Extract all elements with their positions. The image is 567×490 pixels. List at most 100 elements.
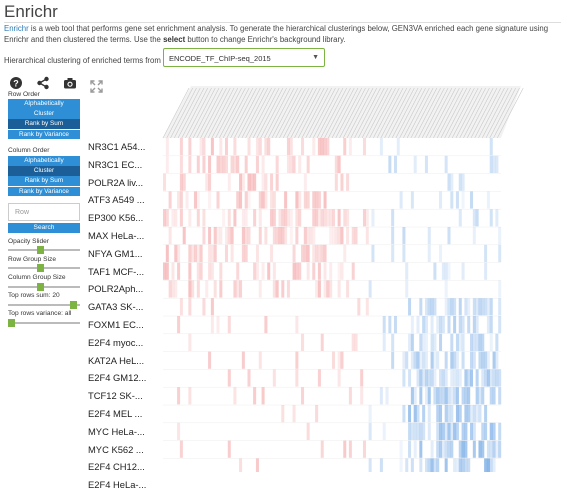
column-order-rank-by-variance-button[interactable]: Rank by Variance	[8, 186, 80, 197]
heatmap-cell	[233, 209, 237, 227]
row-label[interactable]: E2F4 MEL ...	[88, 408, 143, 419]
heatmap-cell	[458, 298, 462, 316]
heatmap-cell	[410, 387, 414, 405]
row-label[interactable]: E2F4 myoc...	[88, 336, 144, 348]
heatmap-cell	[399, 191, 403, 209]
row-label[interactable]: ATF3 A549 ...	[88, 194, 145, 206]
heatmap-cell	[317, 244, 321, 262]
row-label[interactable]: EP300 K56...	[88, 212, 144, 224]
opacity-slider[interactable]	[8, 246, 80, 254]
slider-thumb[interactable]	[37, 283, 45, 291]
row-label[interactable]: NR3C1 A54...	[88, 141, 146, 152]
row-label[interactable]: KAT2A HeL...	[88, 354, 145, 366]
row-label[interactable]: MYC K562 ...	[88, 443, 144, 455]
row-label[interactable]: POLR2Aph...	[88, 283, 144, 295]
heatmap-cell	[475, 209, 479, 227]
heatmap-cell	[348, 387, 352, 405]
heatmap-cell	[495, 351, 499, 369]
heatmap-cell	[424, 316, 428, 334]
expand-icon[interactable]	[90, 80, 103, 93]
heatmap-cell	[433, 298, 437, 316]
heatmap-cell	[433, 369, 437, 387]
row-order-rank-by-variance-button[interactable]: Rank by Variance	[8, 129, 80, 140]
column-label-tick	[271, 87, 299, 139]
heatmap-cell	[475, 298, 479, 316]
slider-thumb[interactable]	[69, 301, 77, 309]
heatmap-cell	[179, 155, 183, 173]
camera-icon[interactable]	[63, 76, 77, 90]
row-group-size-slider[interactable]	[8, 264, 80, 272]
heatmap-cell	[317, 191, 321, 209]
heatmap-cell	[484, 262, 488, 280]
heatmap-cell	[478, 440, 482, 458]
heatmap-cell	[202, 209, 206, 227]
row-label[interactable]: POLR2A liv...	[88, 176, 144, 188]
column-label-tick	[170, 87, 197, 139]
row-label[interactable]: E2F4 HeLa-...	[88, 479, 147, 490]
heatmap-cell	[284, 227, 288, 245]
heatmap-cell	[489, 155, 493, 173]
row-label[interactable]: E2F4 CH12...	[88, 461, 145, 473]
heatmap-cell	[481, 422, 485, 440]
heatmap-cell	[193, 191, 197, 209]
app-title: Enrichr	[4, 2, 58, 21]
row-label[interactable]: NR3C1 EC...	[88, 158, 143, 170]
column-label-tick	[448, 87, 475, 139]
heatmap-cell	[408, 422, 412, 440]
row-search-input[interactable]: Row	[8, 203, 80, 221]
help-icon[interactable]: ?	[9, 76, 23, 90]
share-icon[interactable]	[36, 76, 50, 90]
heatmap-cell	[244, 155, 248, 173]
heatmap-cell	[258, 227, 262, 245]
row-order-rank-by-sum-button[interactable]: Rank by Sum	[8, 119, 80, 129]
heatmap-cell	[444, 280, 448, 298]
column-order-alphabetically-button[interactable]: Alphabetically	[8, 156, 80, 166]
heatmap-cell	[458, 209, 462, 227]
heatmap-cell	[458, 458, 462, 472]
heatmap-cell	[261, 387, 265, 405]
column-group-size-slider[interactable]	[8, 283, 80, 291]
heatmap-cell	[439, 405, 443, 423]
row-label[interactable]: TAF1 MCF-...	[88, 265, 145, 277]
row-label[interactable]: E2F4 GM12...	[88, 372, 147, 384]
library-select[interactable]: ENCODE_TF_ChIP-seq_2015 ▼	[163, 48, 325, 67]
search-button[interactable]: Search	[8, 223, 80, 233]
heatmap-cell	[334, 227, 338, 245]
column-order-cluster-button[interactable]: Cluster	[8, 166, 80, 176]
heatmap-cell	[385, 387, 389, 405]
column-order-rank-by-sum-button[interactable]: Rank by Sum	[8, 176, 80, 186]
heatmap-cell	[408, 405, 412, 423]
heatmap-cell	[239, 280, 243, 298]
heatmap-cell	[337, 262, 341, 280]
slider-thumb[interactable]	[37, 246, 45, 254]
heatmap-cell	[444, 458, 448, 472]
row-label[interactable]: MAX HeLa-...	[88, 230, 145, 241]
row-order-cluster-button[interactable]: Cluster	[8, 109, 80, 119]
heatmap-cell	[405, 458, 409, 472]
heatmap-cell	[419, 387, 423, 405]
heatmap-cell	[177, 387, 181, 405]
row-label[interactable]: FOXM1 EC...	[88, 319, 144, 330]
top-rows-variance-slider[interactable]	[8, 319, 80, 327]
heatmap-cell	[351, 227, 355, 245]
column-label-tick	[358, 87, 385, 139]
heatmap-cell	[301, 138, 305, 156]
heatmap-cell	[312, 209, 316, 227]
heatmap-cell	[472, 209, 476, 227]
heatmap-cell	[464, 387, 468, 405]
heatmap-cell	[441, 422, 445, 440]
row-label[interactable]: NFYA GM1...	[88, 247, 143, 259]
heatmap-cell	[455, 191, 459, 209]
row-label[interactable]: TCF12 SK-...	[88, 390, 143, 402]
heatmap-cell	[458, 333, 462, 351]
row-label[interactable]: MYC HeLa-...	[88, 425, 145, 437]
row-order-alphabetically-button[interactable]: Alphabetically	[8, 99, 80, 109]
heatmap-cell	[255, 244, 259, 262]
heatmap-cell	[219, 262, 223, 280]
slider-thumb[interactable]	[37, 264, 45, 272]
enrichr-link[interactable]: Enrichr	[4, 24, 29, 33]
slider-thumb[interactable]	[8, 319, 15, 327]
top-rows-sum-slider[interactable]	[8, 301, 80, 309]
heatmap-cell	[337, 280, 341, 298]
row-label[interactable]: GATA3 SK-...	[88, 301, 144, 313]
